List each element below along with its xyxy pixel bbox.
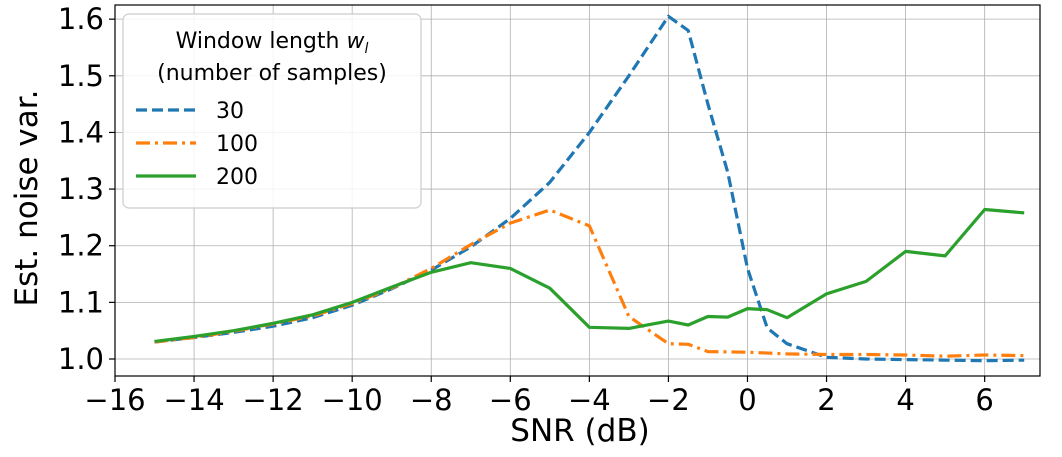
legend-title-text: Window length <box>176 29 340 54</box>
legend-label-100: 100 <box>216 132 258 157</box>
legend-title-sub: l <box>364 41 368 57</box>
series-line-200 <box>154 207 1025 343</box>
x-tick-label: 6 <box>975 383 993 417</box>
x-tick-label: −8 <box>410 383 453 417</box>
x-axis-label: SNR (dB) <box>510 413 649 449</box>
legend-entries: 30 100 200 <box>136 99 258 190</box>
x-tick-label: −10 <box>322 383 383 417</box>
grid <box>114 5 1040 376</box>
y-axis-label: Est. noise var. <box>9 90 45 307</box>
legend-title-line2: (number of samples) <box>157 61 387 86</box>
y-tick-label: 1.3 <box>58 172 104 206</box>
y-tick-label: 1.1 <box>58 285 104 319</box>
y-axis-ticks: 1.0 1.1 1.2 1.3 1.4 1.5 1.6 <box>58 2 115 376</box>
series-line-30 <box>154 14 1025 363</box>
y-tick-label: 1.2 <box>58 229 104 263</box>
x-tick-label: −12 <box>243 383 304 417</box>
x-tick-label: −4 <box>568 383 611 417</box>
x-axis-ticks: −16 −14 −12 −10 −8 −6 −4 −2 0 2 4 6 <box>84 376 994 417</box>
x-tick-label: 4 <box>896 383 914 417</box>
x-tick-label: −2 <box>647 383 690 417</box>
series-lines <box>154 14 1025 363</box>
plot-frame <box>114 4 1041 377</box>
legend-label-200: 200 <box>216 165 258 190</box>
legend-title-var: w <box>346 29 365 54</box>
x-tick-label: −6 <box>489 383 532 417</box>
y-tick-label: 1.4 <box>58 115 104 149</box>
series-line-100 <box>154 208 1025 358</box>
y-tick-label: 1.0 <box>58 342 104 376</box>
legend-title-line1: Window length wl <box>176 29 369 57</box>
x-tick-label: 0 <box>738 383 756 417</box>
legend-box <box>122 13 422 209</box>
legend: Window length wl (number of samples) 30 1… <box>122 13 422 209</box>
x-tick-label: −14 <box>163 383 224 417</box>
y-tick-label: 1.5 <box>58 59 104 93</box>
x-tick-label: −16 <box>84 383 145 417</box>
y-tick-label: 1.6 <box>58 2 104 36</box>
legend-label-30: 30 <box>216 99 244 124</box>
x-tick-label: 2 <box>817 383 835 417</box>
